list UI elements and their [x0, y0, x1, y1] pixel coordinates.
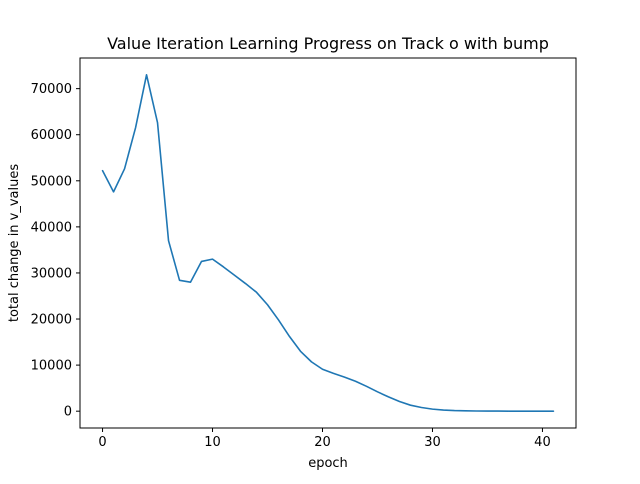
x-axis-label: epoch	[308, 456, 348, 471]
y-tick-label: 50000	[31, 174, 72, 189]
y-tick-label: 40000	[31, 220, 72, 235]
x-tick-label: 40	[534, 435, 551, 450]
x-tick-label: 20	[314, 435, 331, 450]
x-tick-label: 30	[424, 435, 441, 450]
y-tick-label: 60000	[31, 128, 72, 143]
y-tick-label: 0	[64, 405, 72, 420]
y-axis-label: total change in v_values	[7, 164, 22, 323]
x-tick-label: 0	[98, 435, 106, 450]
y-tick-label: 30000	[31, 266, 72, 281]
chart-title: Value Iteration Learning Progress on Tra…	[107, 34, 549, 53]
series-line	[101, 74, 555, 412]
plot-area	[101, 74, 555, 412]
y-tick-label: 20000	[31, 313, 72, 328]
y-tick-label: 10000	[31, 359, 72, 374]
plot-frame	[79, 57, 577, 429]
x-tick-label: 10	[204, 435, 221, 450]
y-tick-label: 70000	[31, 82, 72, 97]
axis-ticks: 0 10 20 30 40 0 10000 20000 30000 40000 50000 60000…	[31, 82, 551, 450]
